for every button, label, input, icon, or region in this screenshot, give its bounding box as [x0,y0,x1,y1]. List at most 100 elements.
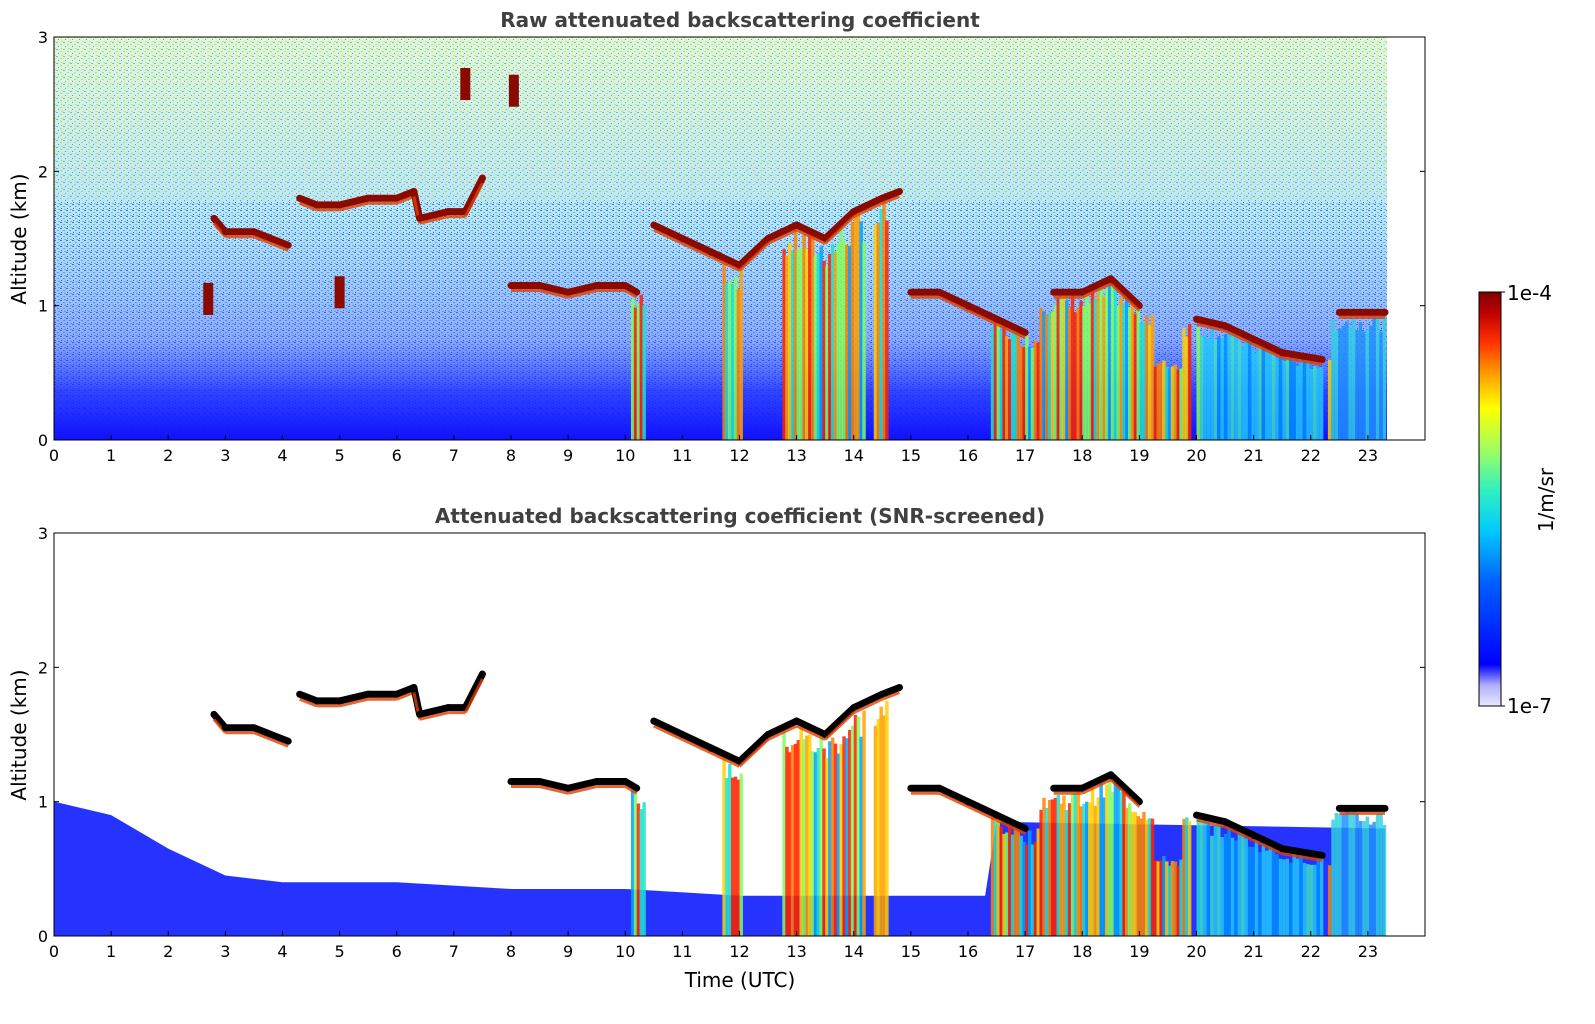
raw-column-mark [1206,338,1211,440]
raw-column-mark [1070,294,1075,440]
screened-column-mark [822,748,826,936]
raw-column-mark [1090,290,1095,440]
screened-column-mark [879,706,883,936]
raw-column-mark [1234,331,1238,440]
screened-column-mark [1327,865,1332,936]
screened-column-mark [1185,817,1189,936]
screened-column-mark [1345,809,1349,936]
raw-column-mark [805,249,809,440]
screened-column-mark [1382,824,1387,936]
raw-column-mark [1119,297,1123,440]
raw-column-mark [1076,307,1080,440]
raw-cloud-fringe [995,322,1026,339]
screened-column-mark [810,751,815,936]
raw-column-mark [1002,325,1006,440]
screened-column-mark [1292,851,1296,936]
screened-column-mark [1125,807,1129,936]
screened-column-mark [1316,858,1320,936]
screened-column-mark [1036,828,1041,936]
screened-column-mark [739,773,743,936]
screened-cloud-fringe [1109,778,1141,808]
screened-column-mark [1234,840,1238,936]
raw-column-mark [990,326,995,440]
raw-column-mark [1230,329,1235,440]
screened-x-tick-label: 5 [335,942,345,961]
screened-cloud-segment [1221,818,1258,839]
raw-column-mark [1365,329,1370,440]
screened-x-tick-label: 7 [449,942,459,961]
screened-cloud-fringe [253,731,289,748]
screened-column-mark [828,741,832,936]
raw-panel-title: Raw attenuated backscattering coefficien… [500,8,980,32]
screened-column-mark [1033,841,1038,936]
raw-column-mark [1295,365,1300,440]
screened-column-mark [1016,829,1021,936]
raw-column-mark [802,234,806,440]
raw-column-mark [808,232,812,440]
raw-column-mark [876,222,881,440]
screened-column-mark [725,777,729,936]
raw-column-mark [1005,336,1009,440]
screened-column-mark [1372,821,1376,936]
raw-cloud-fringe [938,295,969,313]
raw-column-mark [1173,364,1178,440]
screened-column-mark [848,729,852,936]
raw-cloud-segment [878,187,903,202]
screened-column-mark [1199,820,1204,936]
screened-x-tick-label: 23 [1358,942,1378,961]
screened-column-mark [782,729,786,936]
screened-panel-title: Attenuated backscattering coefficient (S… [435,504,1045,528]
raw-cloud-fringe [881,195,900,205]
raw-column-mark [1247,337,1252,440]
raw-heatmap [54,37,1389,440]
raw-cloud-fringe [853,201,883,218]
raw-column-mark [728,280,732,440]
screened-column-mark [1073,793,1078,936]
screened-cloud-fringe [1252,838,1283,856]
screened-column-mark [788,752,792,936]
raw-elevated-feature [460,68,471,101]
raw-cloud-fringe [1224,329,1255,346]
screened-column-mark [813,752,818,936]
raw-column-mark [1107,282,1112,440]
raw-column-mark [885,220,889,440]
screened-cloud-segment [1250,831,1286,853]
screened-column-mark [1159,860,1163,936]
screened-column-mark [1119,792,1123,936]
raw-y-tick-label: 2 [38,162,48,181]
raw-column-mark [1079,301,1083,440]
raw-column-mark [1355,329,1359,440]
screened-cloud-segment [1078,771,1115,792]
screened-x-tick-label: 16 [958,942,978,961]
screened-column-mark [850,725,855,936]
raw-column-mark [642,305,646,440]
screened-cloud-fringe [299,697,318,708]
screened-column-mark [1007,820,1012,936]
raw-column-mark [1082,306,1086,440]
raw-cloud-fringe [738,242,770,272]
raw-column-mark [1261,347,1266,440]
screened-column-mark [842,736,846,936]
raw-column-mark [1102,296,1106,440]
raw-column-mark [1179,368,1183,440]
screened-column-mark [1162,855,1166,936]
raw-column-mark [633,307,638,440]
raw-column-mark [882,199,886,440]
raw-column-mark [1372,318,1376,440]
x-axis-label: Time (UTC) [684,968,796,992]
screened-cloud-segment [707,744,743,765]
raw-column-mark [816,252,821,440]
screened-cloud-segment [564,778,601,792]
raw-x-tick-label: 15 [901,446,921,465]
raw-cloud-fringe [624,289,638,299]
screened-column-mark [1362,821,1366,936]
raw-cloud-segment [850,194,886,216]
raw-column-mark [1182,327,1186,440]
raw-x-tick-label: 10 [615,446,635,465]
raw-cloud-fringe [967,309,998,326]
screened-column-mark [836,753,841,936]
raw-cloud-fringe [795,228,826,245]
colorbar-max-label: 1e-4 [1507,281,1552,305]
screened-column-mark [1113,783,1118,936]
screened-column-mark [1105,784,1109,936]
